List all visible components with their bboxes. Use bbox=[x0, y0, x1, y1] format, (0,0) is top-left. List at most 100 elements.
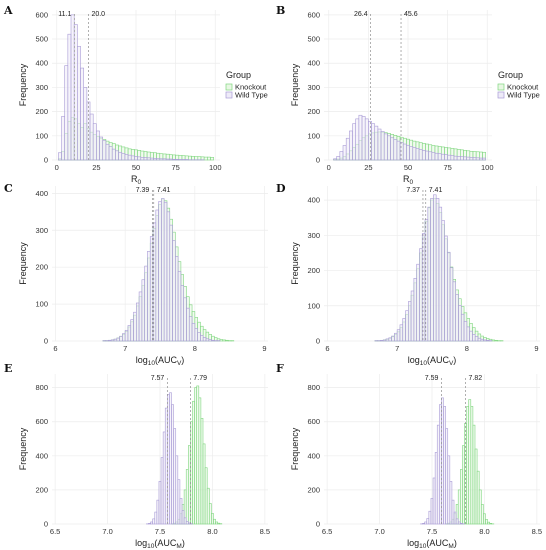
histogram-bar-wildtype bbox=[393, 139, 398, 161]
histogram-bar-wildtype bbox=[460, 156, 464, 161]
x-tick-label: 8.5 bbox=[260, 527, 270, 536]
histogram-bar-wildtype bbox=[155, 209, 159, 342]
y-tick-label: 300 bbox=[307, 231, 320, 240]
histogram-bar-wildtype bbox=[455, 518, 459, 525]
histogram-bar-wildtype bbox=[146, 157, 151, 161]
reference-line-label: 7.41 bbox=[157, 187, 171, 194]
histogram-bar-wildtype bbox=[422, 523, 425, 525]
histogram-bar-knockout bbox=[222, 339, 226, 342]
histogram-bar-wildtype bbox=[424, 521, 428, 525]
histogram-bar-knockout bbox=[194, 387, 197, 525]
histogram-bar-wildtype bbox=[119, 335, 123, 342]
histogram-bar-wildtype bbox=[158, 481, 162, 525]
histogram-bar-wildtype bbox=[486, 339, 490, 342]
histogram-bar-wildtype bbox=[466, 326, 470, 342]
histogram-bar-wildtype bbox=[469, 157, 474, 161]
y-tick-label: 0 bbox=[316, 520, 320, 529]
y-tick-label: 0 bbox=[316, 337, 320, 346]
histogram-bar-wildtype bbox=[171, 404, 174, 525]
histogram-bar-wildtype bbox=[444, 154, 448, 161]
histogram-bar-wildtype bbox=[358, 114, 363, 161]
histogram-bar-wildtype bbox=[482, 157, 486, 161]
histogram-bar-wildtype bbox=[419, 248, 423, 342]
histogram-bar-wildtype bbox=[147, 251, 151, 342]
histogram-bar-wildtype bbox=[177, 479, 181, 525]
histogram-bar-wildtype bbox=[390, 137, 395, 161]
histogram-bar-wildtype bbox=[108, 339, 112, 342]
histogram-bar-wildtype bbox=[349, 130, 353, 161]
histogram-bar-wildtype bbox=[149, 157, 154, 161]
legend-item-knockout: Knockout bbox=[507, 83, 539, 92]
y-tick-label: 800 bbox=[307, 383, 320, 392]
histogram-bar-wildtype bbox=[445, 428, 449, 525]
histogram-bar-wildtype bbox=[428, 151, 433, 161]
histogram-bar-wildtype bbox=[83, 87, 88, 161]
histogram-bar-wildtype bbox=[336, 156, 341, 161]
histogram-bar-wildtype bbox=[382, 339, 387, 342]
histogram-bar-wildtype bbox=[183, 517, 187, 525]
histogram-bar-wildtype bbox=[345, 137, 350, 161]
reference-line-label: 7.57 bbox=[151, 375, 165, 382]
histogram-bar-wildtype bbox=[410, 290, 415, 342]
y-tick-label: 400 bbox=[35, 451, 48, 460]
histogram-bar-wildtype bbox=[399, 324, 404, 342]
histogram-bar-wildtype bbox=[431, 152, 436, 161]
histogram-bar-wildtype bbox=[430, 498, 434, 525]
y-tick-label: 500 bbox=[35, 35, 48, 44]
legend-item-wildtype: Wild Type bbox=[507, 91, 540, 100]
histogram-bar-wildtype bbox=[451, 499, 455, 525]
x-tick-label: 75 bbox=[443, 163, 451, 172]
histogram-bar-wildtype bbox=[383, 133, 388, 161]
histogram-bar-wildtype bbox=[200, 335, 204, 342]
histogram-bar-wildtype bbox=[127, 154, 132, 161]
histogram-bar-wildtype bbox=[364, 118, 369, 161]
x-tick-label: 100 bbox=[209, 163, 222, 172]
panel-letter: C bbox=[4, 182, 13, 195]
histogram-bar-wildtype bbox=[339, 151, 344, 161]
histogram-bar-wildtype bbox=[172, 240, 176, 342]
histogram-bar-knockout bbox=[204, 467, 208, 525]
x-tick-label: 7 bbox=[123, 344, 127, 353]
histogram-bar-wildtype bbox=[108, 146, 113, 161]
histogram-bar-wildtype bbox=[402, 143, 407, 161]
x-tick-label: 50 bbox=[132, 163, 140, 172]
histogram-bar-wildtype bbox=[186, 307, 190, 342]
histogram-bar-wildtype bbox=[472, 334, 476, 342]
y-tick-label: 400 bbox=[307, 196, 320, 205]
histogram-bar-wildtype bbox=[440, 153, 445, 161]
histogram-bar-wildtype bbox=[138, 291, 143, 342]
panel-f: 7.59 7.82 6.5 7.0 7.5 8.0 8.5 0 200 400 600 800 Freq… bbox=[276, 362, 542, 550]
histogram-bar-wildtype bbox=[460, 313, 465, 342]
histogram-bar-wildtype bbox=[175, 455, 179, 525]
histogram-bar-knockout bbox=[478, 489, 482, 525]
histogram-bar-wildtype bbox=[144, 265, 148, 342]
histogram-bar-wildtype bbox=[480, 338, 484, 342]
histogram-bar-wildtype bbox=[371, 123, 376, 161]
histogram-bar-wildtype bbox=[92, 123, 97, 161]
y-tick-label: 200 bbox=[307, 485, 320, 494]
histogram-bar-wildtype bbox=[64, 65, 69, 161]
histogram-bar-knockout bbox=[188, 445, 191, 525]
x-tick-label: 6.5 bbox=[322, 527, 332, 536]
panel-letter: E bbox=[4, 362, 12, 375]
histogram-bar-wildtype bbox=[438, 206, 443, 342]
histogram-bar-knockout bbox=[219, 339, 224, 342]
histogram-bar-wildtype bbox=[441, 397, 444, 525]
histogram-bar-wildtype bbox=[447, 455, 451, 525]
y-axis-label: Frequency bbox=[290, 242, 300, 285]
histogram-bar-wildtype bbox=[455, 294, 459, 342]
histogram-bar-wildtype bbox=[140, 157, 145, 161]
reference-line-label: 7.82 bbox=[469, 375, 483, 382]
x-tick-label: 100 bbox=[481, 163, 494, 172]
histogram-bar-knockout bbox=[491, 339, 496, 342]
histogram-bar-knockout bbox=[460, 469, 463, 525]
histogram-bar-knockout bbox=[207, 156, 211, 161]
legend-swatch-knockout bbox=[497, 83, 505, 91]
x-tick-label: 25 bbox=[364, 163, 372, 172]
histogram-bar-wildtype bbox=[408, 301, 412, 342]
reference-line-label: 7.41 bbox=[429, 187, 443, 194]
histogram-bar-wildtype bbox=[368, 120, 372, 161]
histogram-bar-knockout bbox=[213, 518, 216, 525]
